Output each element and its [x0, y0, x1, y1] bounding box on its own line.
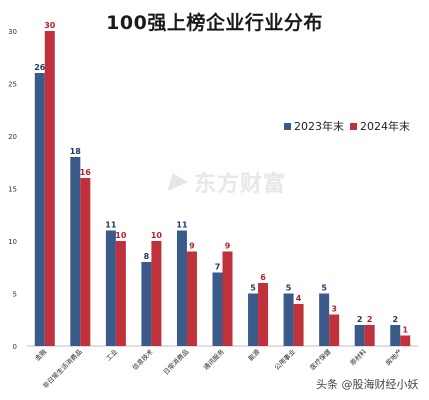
data-label-2024: 10 — [115, 231, 127, 240]
data-label-2023: 11 — [105, 221, 117, 230]
bar-2024 — [44, 31, 55, 346]
bar-2023 — [34, 73, 45, 346]
category-label: 金融 — [33, 347, 49, 363]
category-label: 通讯服务 — [201, 347, 226, 372]
bar-2024 — [186, 251, 197, 346]
data-label-2024: 4 — [296, 294, 302, 303]
legend-item-2023: 2023年末 — [284, 118, 344, 134]
legend-item-2024: 2024年末 — [350, 118, 410, 134]
data-label-2023: 26 — [34, 63, 46, 72]
data-label-2023: 7 — [215, 263, 221, 272]
bar-2024 — [364, 325, 375, 346]
bar-2024 — [151, 241, 162, 346]
data-label-2024: 30 — [44, 21, 56, 30]
y-tick-label: 30 — [8, 28, 17, 36]
data-label-2023: 2 — [392, 315, 398, 324]
legend: 2023年末 2024年末 — [284, 118, 416, 134]
chart-title: 100强上榜企业行业分布 — [106, 12, 323, 34]
data-label-2024: 1 — [402, 326, 408, 335]
bar-2023 — [390, 325, 401, 346]
footer-credit: 头条 @股海财经小妖 — [316, 378, 419, 391]
category-label: 医疗保健 — [308, 347, 333, 372]
category-label: 原材料 — [348, 347, 369, 368]
legend-swatch-2024 — [350, 122, 357, 130]
data-label-2024: 9 — [189, 242, 195, 251]
data-label-2023: 5 — [321, 284, 327, 293]
bar-2023 — [105, 230, 116, 346]
category-label: 房地产 — [383, 347, 404, 368]
data-label-2024: 16 — [80, 168, 92, 177]
bar-2024 — [222, 251, 233, 346]
y-tick-label: 25 — [8, 81, 17, 89]
bar-2023 — [354, 325, 365, 346]
data-label-2023: 11 — [176, 221, 188, 230]
category-label: 日常消费品 — [161, 347, 190, 376]
bars-layer — [34, 31, 411, 346]
legend-label-2024: 2024年末 — [360, 120, 410, 133]
bar-2023 — [248, 293, 259, 346]
y-tick-label: 10 — [8, 238, 17, 246]
data-label-2023: 18 — [70, 147, 82, 156]
data-label-2024: 10 — [151, 231, 163, 240]
bar-2023 — [176, 230, 187, 346]
category-label: 能源 — [246, 347, 262, 363]
bar-2024 — [80, 178, 91, 346]
data-label-2024: 6 — [260, 273, 266, 282]
bar-2024 — [329, 314, 340, 346]
legend-swatch-2023 — [284, 122, 291, 130]
bar-2023 — [212, 272, 223, 346]
bar-2024 — [400, 335, 411, 346]
legend-label-2023: 2023年末 — [294, 120, 344, 133]
y-tick-label: 15 — [8, 186, 17, 194]
y-tick-label: 5 — [13, 291, 17, 299]
y-tick-label: 20 — [8, 133, 17, 141]
bar-2024 — [293, 304, 304, 346]
bar-2023 — [141, 262, 152, 346]
y-tick-label: 0 — [13, 343, 17, 351]
bar-2024 — [115, 241, 126, 346]
data-label-2023: 8 — [144, 252, 150, 261]
data-label-2023: 5 — [286, 284, 292, 293]
bar-2023 — [70, 157, 81, 346]
data-label-2023: 5 — [250, 284, 256, 293]
data-label-2024: 3 — [331, 305, 337, 314]
category-label: 公用事业 — [272, 347, 297, 372]
data-label-2023: 2 — [357, 315, 363, 324]
bar-2023 — [283, 293, 294, 346]
data-label-2024: 9 — [225, 242, 231, 251]
category-label: 信息技术 — [130, 347, 155, 372]
data-label-2024: 2 — [367, 315, 373, 324]
bar-2024 — [258, 283, 269, 346]
bar-2023 — [319, 293, 330, 346]
labels-layer: 2630金融1816非日常生活消费品1110工业810信息技术119日常消费品7… — [33, 21, 409, 390]
category-label: 工业 — [104, 347, 120, 363]
